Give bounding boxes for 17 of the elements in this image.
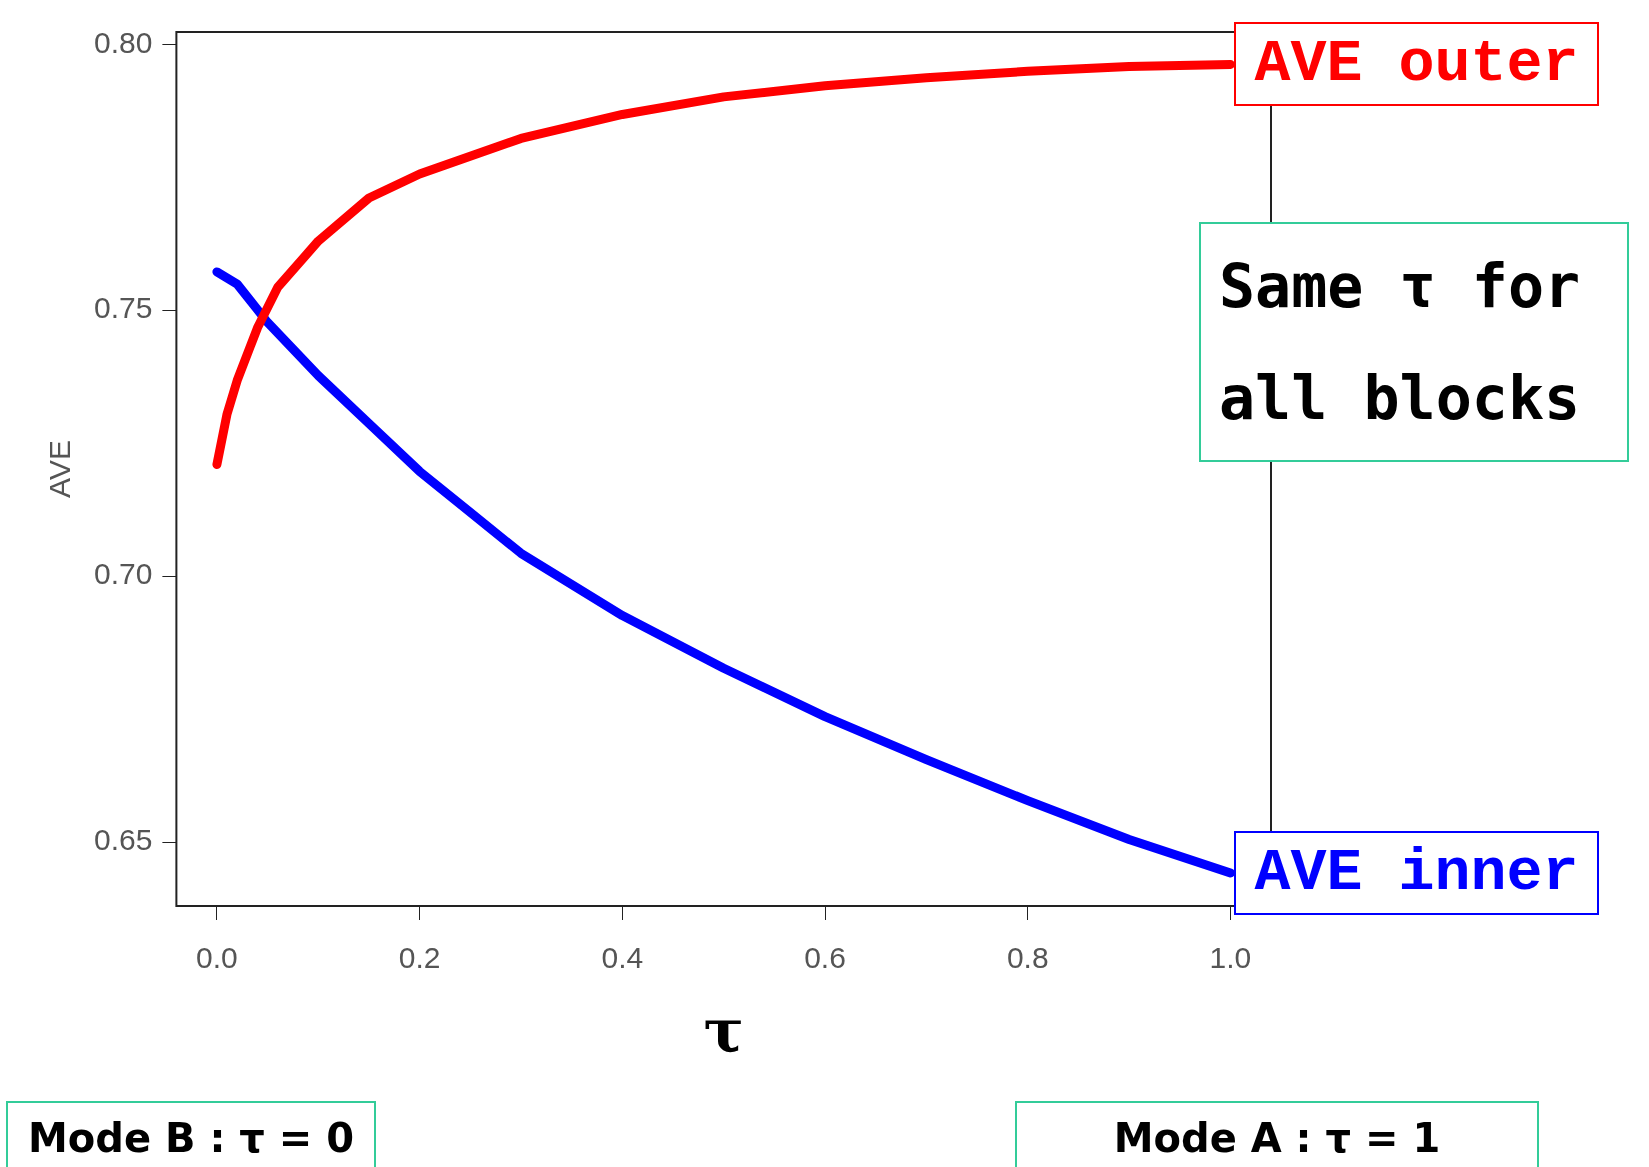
y-tick-label: 0.65 — [94, 823, 153, 857]
series-label: AVE outer — [1234, 22, 1599, 107]
x-tick-label: 1.0 — [1209, 941, 1252, 975]
x-tick-label: 0.6 — [804, 941, 846, 975]
x-tick-label: 0.4 — [601, 941, 644, 975]
x-tick-label: 0.2 — [398, 941, 441, 975]
x-axis-title: τ — [703, 995, 744, 1066]
y-axis-title: AVE — [43, 440, 77, 498]
y-tick-label: 0.80 — [94, 25, 153, 59]
text: Mode A : τ = 1 — [1015, 1101, 1539, 1167]
annotation: Same τ for all blocks — [1199, 222, 1629, 462]
x-tick-label: 0.0 — [196, 941, 238, 975]
x-tick-label: 0.8 — [1006, 941, 1049, 975]
series-label: AVE inner — [1234, 831, 1599, 916]
y-tick-label: 0.75 — [94, 291, 153, 325]
y-tick-label: 0.70 — [94, 557, 153, 591]
text: Mode B : τ = 0 — [6, 1101, 377, 1167]
